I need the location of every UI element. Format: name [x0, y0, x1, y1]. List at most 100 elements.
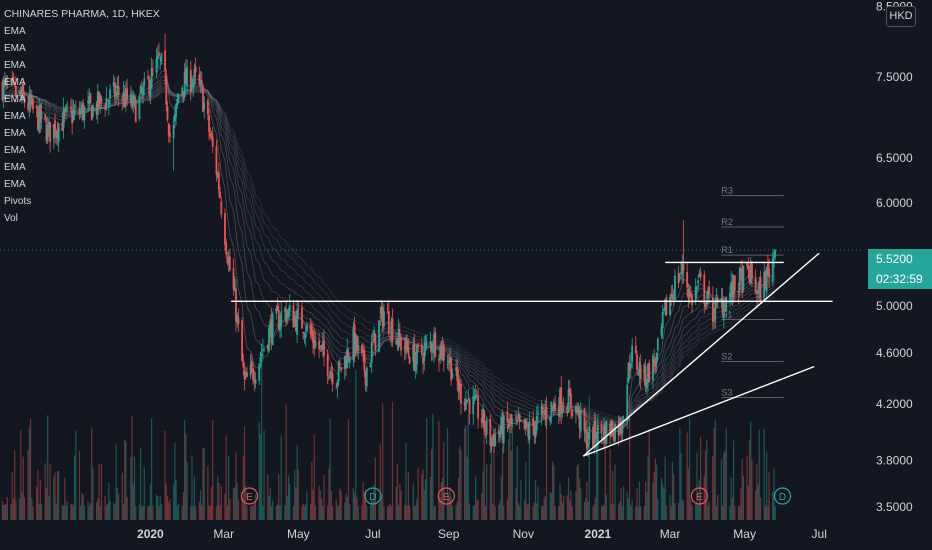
candle-body [561, 408, 564, 414]
volume-bar [38, 503, 40, 520]
candle-body [485, 419, 488, 435]
candle-body [66, 105, 69, 107]
volume-bar [336, 506, 339, 520]
event-earnings-marker[interactable]: E [240, 487, 259, 505]
candle-body [455, 367, 457, 371]
candle-body [357, 344, 360, 351]
candle-body [276, 306, 279, 311]
volume-bar [301, 506, 303, 520]
candle-body [457, 379, 460, 393]
time-tick-label: Mar [660, 527, 681, 541]
volume-bar [541, 505, 543, 520]
candle-body [147, 76, 149, 79]
indicator-ema-9[interactable]: EMA [4, 162, 26, 173]
candle-body [319, 345, 322, 349]
candle-body [104, 105, 107, 110]
candle-body [687, 289, 690, 299]
candle-body [493, 433, 495, 447]
volume-bar [31, 498, 33, 520]
indicator-volume[interactable]: Vol [4, 213, 18, 224]
candle-body [528, 421, 531, 440]
volume-bar [545, 414, 548, 520]
volume-bar [338, 505, 340, 520]
indicator-ema-8[interactable]: EMA [4, 145, 26, 156]
indicator-ema-10[interactable]: EMA [4, 179, 26, 190]
candle-body [554, 403, 557, 411]
candle-body [720, 298, 723, 302]
event-dividend-marker[interactable]: D [364, 487, 382, 505]
indicator-pivots[interactable]: Pivots [4, 196, 32, 207]
indicator-ema-1[interactable]: EMA [4, 26, 26, 37]
candle-body [217, 172, 220, 190]
candle-body [288, 305, 291, 311]
candle-body [433, 333, 435, 354]
volume-bar [566, 495, 568, 520]
volume-bar [318, 486, 320, 520]
volume-bar [772, 492, 774, 520]
event-dividend-marker[interactable]: D [773, 487, 792, 505]
indicator-ema-2[interactable]: EMA [4, 43, 26, 54]
volume-bar [451, 505, 453, 520]
symbol-title[interactable]: CHINARES PHARMA, 1D, HKEX [4, 8, 160, 20]
volume-bar [533, 502, 535, 520]
volume-bar [768, 472, 770, 520]
candle-body [438, 358, 440, 361]
volume-bar [70, 504, 72, 520]
event-circle [690, 487, 708, 505]
indicator-ema-6[interactable]: EMA [4, 111, 26, 122]
indicator-ema-5[interactable]: EMA [4, 94, 26, 105]
candle-body [647, 363, 649, 383]
volume-bar [286, 495, 288, 520]
currency-label[interactable]: HKD [886, 6, 916, 27]
volume-bar [14, 450, 16, 520]
volume-bar [559, 483, 561, 520]
candle-body [346, 348, 349, 368]
volume-bar [588, 395, 590, 520]
candle-body [353, 324, 356, 355]
trendline-1 [582, 252, 820, 457]
volume-bar [696, 452, 698, 520]
indicator-ema-7[interactable]: EMA [4, 128, 26, 139]
candle-body [601, 436, 604, 440]
candle-body [422, 357, 424, 364]
volume-bar [652, 483, 654, 520]
volume-bar [141, 506, 143, 520]
volume-bar [118, 493, 120, 520]
indicator-ema-3[interactable]: EMA [4, 60, 26, 71]
event-earnings-marker[interactable]: E [437, 487, 455, 505]
candle-body [543, 411, 545, 414]
drawn-lines[interactable] [231, 252, 833, 457]
candle-body [628, 364, 631, 371]
candle-body [78, 108, 81, 114]
candle-body [738, 268, 741, 291]
candle-body [182, 91, 185, 94]
volume-bar [597, 419, 599, 520]
last-price-value: 5.5200 [876, 252, 913, 266]
candle-body [275, 308, 278, 314]
indicator-ema-4[interactable]: EMA [4, 77, 26, 88]
candle-body [156, 55, 159, 60]
volume-bar [87, 501, 89, 520]
candle-body [206, 100, 209, 115]
volume-bar [457, 477, 460, 520]
volume-bar [122, 504, 125, 520]
candle-body [670, 294, 673, 297]
volume-bar [224, 493, 226, 520]
volume-bar [235, 452, 237, 520]
volume-bar [476, 500, 478, 520]
time-axis[interactable]: 2020 Mar May Jul Sep Nov 2021 Mar May Jul [0, 520, 932, 550]
candle-body [430, 342, 433, 352]
candle-body [365, 367, 368, 387]
volume-bar [305, 504, 307, 520]
bar-countdown: 02:32:59 [876, 272, 923, 286]
volume-bar [670, 506, 672, 520]
event-earnings-marker[interactable]: E [690, 487, 708, 505]
candle-body [379, 316, 382, 318]
volume-bar [695, 504, 697, 520]
volume-bar [258, 422, 260, 520]
candle-body [329, 371, 332, 379]
candle-body [269, 321, 272, 330]
volume-bar [567, 477, 570, 520]
